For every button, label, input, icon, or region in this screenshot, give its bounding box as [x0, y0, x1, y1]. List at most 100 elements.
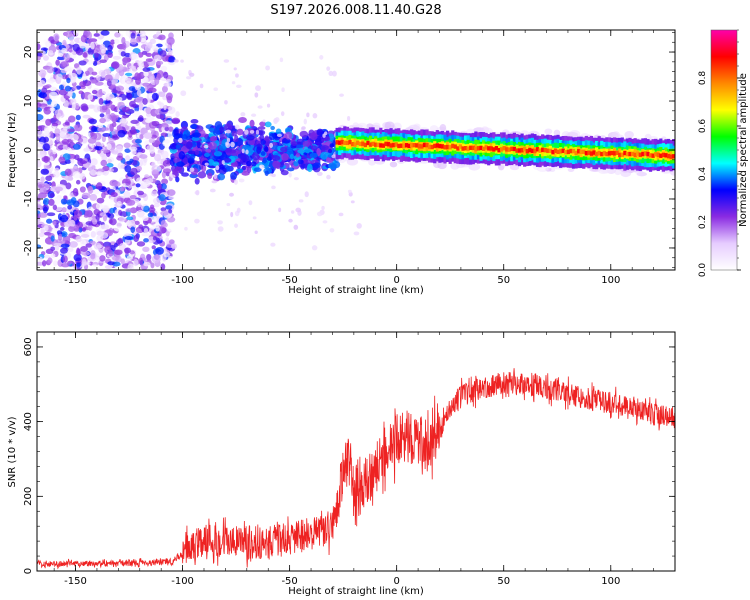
heatmap-blob — [203, 144, 209, 149]
heatmap-blob — [37, 256, 43, 261]
heatmap-cell — [407, 143, 411, 149]
heatmap-blob — [71, 92, 76, 99]
heatmap-blob — [122, 57, 130, 63]
heatmap-blob — [46, 218, 53, 224]
heatmap-blob — [100, 30, 110, 36]
heatmap-blob — [281, 87, 285, 93]
heatmap-blob — [136, 241, 146, 247]
heatmap-blob — [123, 190, 131, 198]
heatmap-blob — [233, 179, 238, 185]
heatmap-cell — [661, 152, 666, 158]
heatmap-blob — [130, 38, 138, 45]
heatmap-cell — [600, 151, 604, 157]
heatmap-blob — [151, 169, 159, 177]
heatmap-blob — [54, 186, 64, 192]
heatmap-blob — [142, 216, 149, 222]
heatmap-blob — [43, 136, 49, 143]
heatmap-cell — [564, 150, 568, 155]
heatmap-blob — [72, 171, 81, 179]
heatmap-blob — [310, 145, 318, 151]
heatmap-cell — [515, 148, 519, 153]
heatmap-blob — [101, 135, 106, 143]
heatmap-blob — [74, 124, 79, 132]
heatmap-cell — [440, 144, 445, 149]
x-tick-label: -100 — [171, 576, 194, 587]
heatmap-blob — [154, 109, 160, 115]
heatmap-blob — [168, 239, 175, 245]
heatmap-blob — [325, 157, 332, 163]
heatmap-blob — [93, 208, 100, 216]
heatmap-blob — [320, 145, 329, 151]
x-tick-label: -100 — [171, 275, 194, 286]
heatmap-blob — [107, 52, 113, 58]
heatmap-blob — [468, 163, 481, 171]
heatmap-blob — [156, 114, 165, 120]
heatmap-blob — [235, 73, 239, 78]
snr-plot-area — [37, 332, 675, 571]
heatmap-blob — [64, 85, 72, 92]
heatmap-blob — [46, 65, 55, 74]
heatmap-cell — [543, 147, 547, 153]
heatmap-blob — [154, 77, 160, 85]
heatmap-blob — [63, 195, 68, 200]
heatmap-cell — [479, 145, 483, 151]
heatmap-cell — [338, 140, 342, 145]
heatmap-blob — [46, 212, 56, 217]
heatmap-cell — [512, 146, 517, 152]
heatmap-blob — [339, 93, 344, 97]
heatmap-blob — [326, 174, 331, 180]
heatmap-blob — [87, 93, 94, 101]
heatmap-blob — [102, 241, 112, 248]
heatmap-blob — [47, 257, 53, 264]
heatmap-blob — [211, 180, 218, 184]
heatmap-blob — [67, 47, 73, 53]
heatmap-blob — [189, 72, 195, 77]
heatmap-cell — [672, 154, 675, 159]
heatmap-blob — [58, 84, 65, 91]
heatmap-blob — [178, 137, 183, 144]
heatmap-blob — [236, 207, 241, 213]
heatmap-blob — [94, 81, 104, 86]
heatmap-cell — [463, 145, 468, 151]
heatmap-blob — [146, 144, 155, 151]
heatmap-blob — [52, 149, 57, 155]
heatmap-blob — [167, 106, 176, 115]
heatmap-blob — [114, 249, 123, 255]
heatmap-blob — [225, 141, 229, 146]
heatmap-cell — [615, 150, 619, 155]
heatmap-blob — [231, 81, 236, 85]
heatmap-blob — [98, 98, 104, 105]
heatmap-blob — [81, 251, 90, 256]
heatmap-blob — [186, 141, 193, 150]
heatmap-blob — [157, 183, 162, 190]
heatmap-blob — [368, 159, 376, 166]
heatmap-blob — [134, 72, 140, 80]
heatmap-blob — [137, 117, 144, 122]
heatmap-cell — [340, 139, 344, 145]
heatmap-cell — [607, 151, 612, 156]
heatmap-cell — [343, 140, 347, 146]
heatmap-cell — [574, 150, 578, 156]
heatmap-blob — [180, 90, 187, 97]
heatmap-blob — [87, 224, 93, 231]
heatmap-blob — [169, 143, 178, 150]
spectrogram-heatmap — [37, 30, 675, 270]
heatmap-blob — [67, 260, 72, 265]
heatmap-blob — [95, 141, 102, 147]
heatmap-blob — [167, 226, 173, 232]
heatmap-blob — [312, 162, 322, 169]
heatmap-blob — [161, 85, 168, 93]
heatmap-blob — [145, 52, 153, 57]
heatmap-blob — [158, 194, 166, 202]
heatmap-blob — [186, 76, 192, 80]
y-tick-label: -20 — [23, 240, 34, 256]
heatmap-blob — [74, 102, 80, 110]
heatmap-blob — [37, 55, 41, 61]
heatmap-blob — [241, 165, 246, 171]
heatmap-cell — [636, 151, 640, 156]
heatmap-blob — [82, 114, 91, 119]
heatmap-blob — [45, 84, 52, 89]
heatmap-blob — [270, 125, 275, 131]
heatmap-blob — [151, 45, 159, 51]
heatmap-blob — [347, 116, 351, 121]
